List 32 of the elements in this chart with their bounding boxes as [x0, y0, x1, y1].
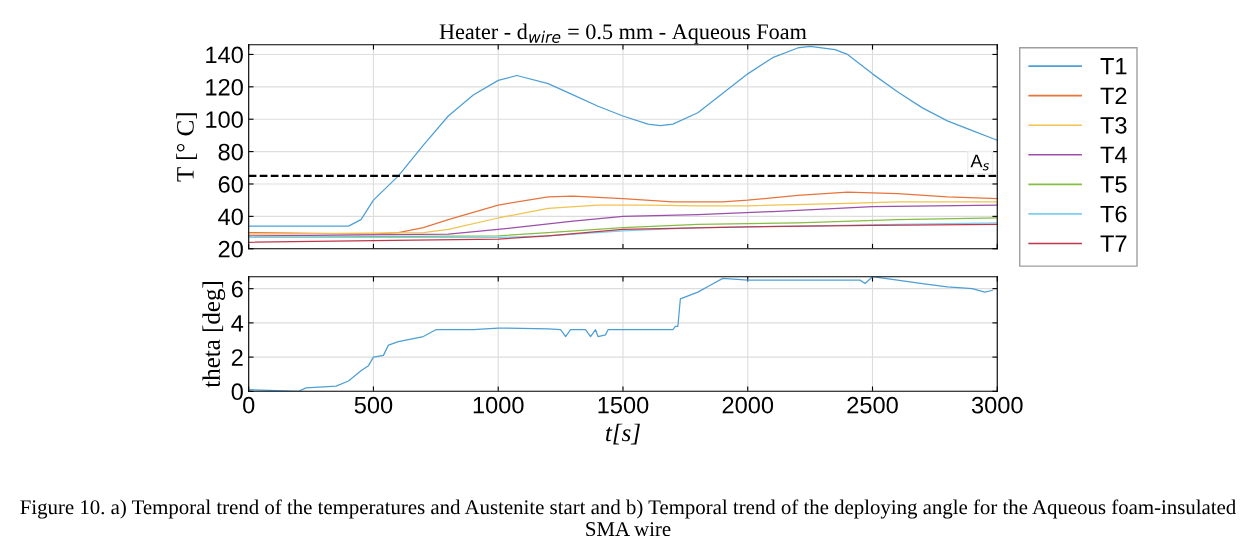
- y-tick-label: 2: [231, 349, 243, 366]
- y-tick-label: 0: [231, 383, 243, 401]
- y-tick-label: 20: [218, 240, 243, 258]
- y-tick-label: 4: [231, 315, 244, 332]
- chart-title: Heater - d$_{wire}$ = 0.5 mm - Aqueous Foam: [439, 23, 807, 44]
- legend-label: T2: [1100, 87, 1127, 104]
- x-tick-label: 2500: [847, 396, 898, 414]
- y-tick-label: 100: [206, 111, 243, 128]
- x-tick-label: 1000: [473, 396, 524, 414]
- y-axis-title: theta [deg]: [202, 282, 226, 388]
- y-axis-title: T [° C]: [176, 113, 197, 182]
- y-tick-label: 6: [231, 280, 243, 298]
- x-tick-label: 2000: [722, 396, 774, 414]
- legend-label: T7: [1100, 235, 1127, 252]
- legend-label: T5: [1100, 176, 1127, 193]
- legend-label: T4: [1100, 146, 1127, 164]
- y-tick-label: 60: [218, 176, 243, 193]
- legend-label: T3: [1100, 116, 1127, 134]
- caption: Figure 10. a) Temporal trend of the temperatures and Austenite start and b) Temporal trend of the deploying angle for the Aqueous foam-insulated SMA wire: [20, 499, 1236, 537]
- x-tick-label: 1500: [598, 396, 649, 414]
- y-tick-label: 80: [218, 143, 243, 161]
- legend-label: T1: [1100, 58, 1127, 75]
- y-tick-label: 140: [206, 46, 243, 64]
- y-tick-label: 120: [206, 78, 243, 96]
- legend-label: T6: [1100, 205, 1127, 223]
- y-tick-label: 40: [218, 208, 243, 226]
- line-series: [248, 276, 993, 392]
- x-tick-label: 0: [243, 396, 255, 414]
- x-tick-label: 500: [354, 396, 393, 414]
- x-tick-label: 3000: [971, 396, 1023, 414]
- x-axis-title: t[s]: [606, 423, 640, 445]
- ref-line-label: A$_{s}$: [970, 154, 989, 171]
